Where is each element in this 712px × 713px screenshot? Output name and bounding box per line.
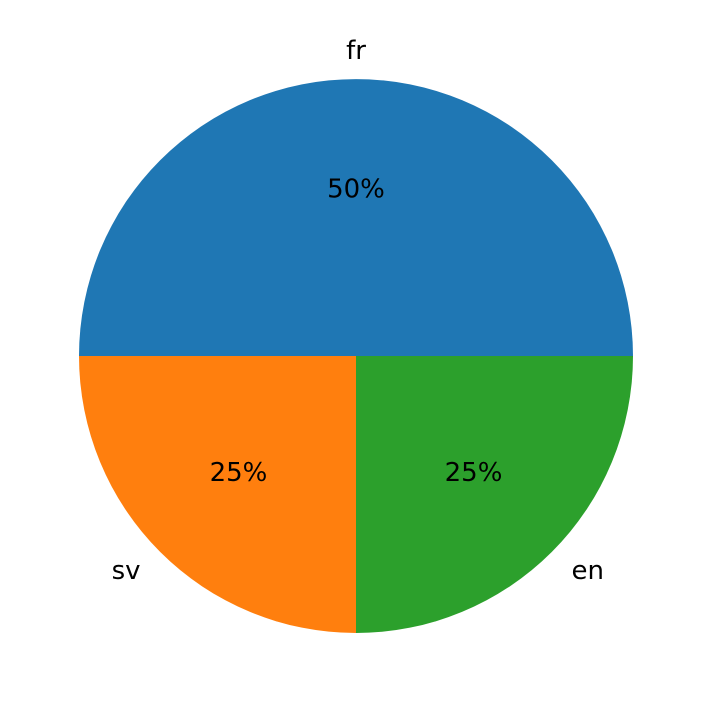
- slice-label: en: [571, 556, 603, 586]
- slice-label: fr: [346, 36, 366, 66]
- pie-slice: [79, 79, 633, 356]
- slice-label: sv: [112, 556, 141, 586]
- value-label: 25%: [445, 458, 503, 488]
- value-label: 50%: [327, 174, 385, 204]
- pie-slice: [356, 356, 633, 633]
- pie-slice: [79, 356, 356, 633]
- value-label: 25%: [210, 458, 268, 488]
